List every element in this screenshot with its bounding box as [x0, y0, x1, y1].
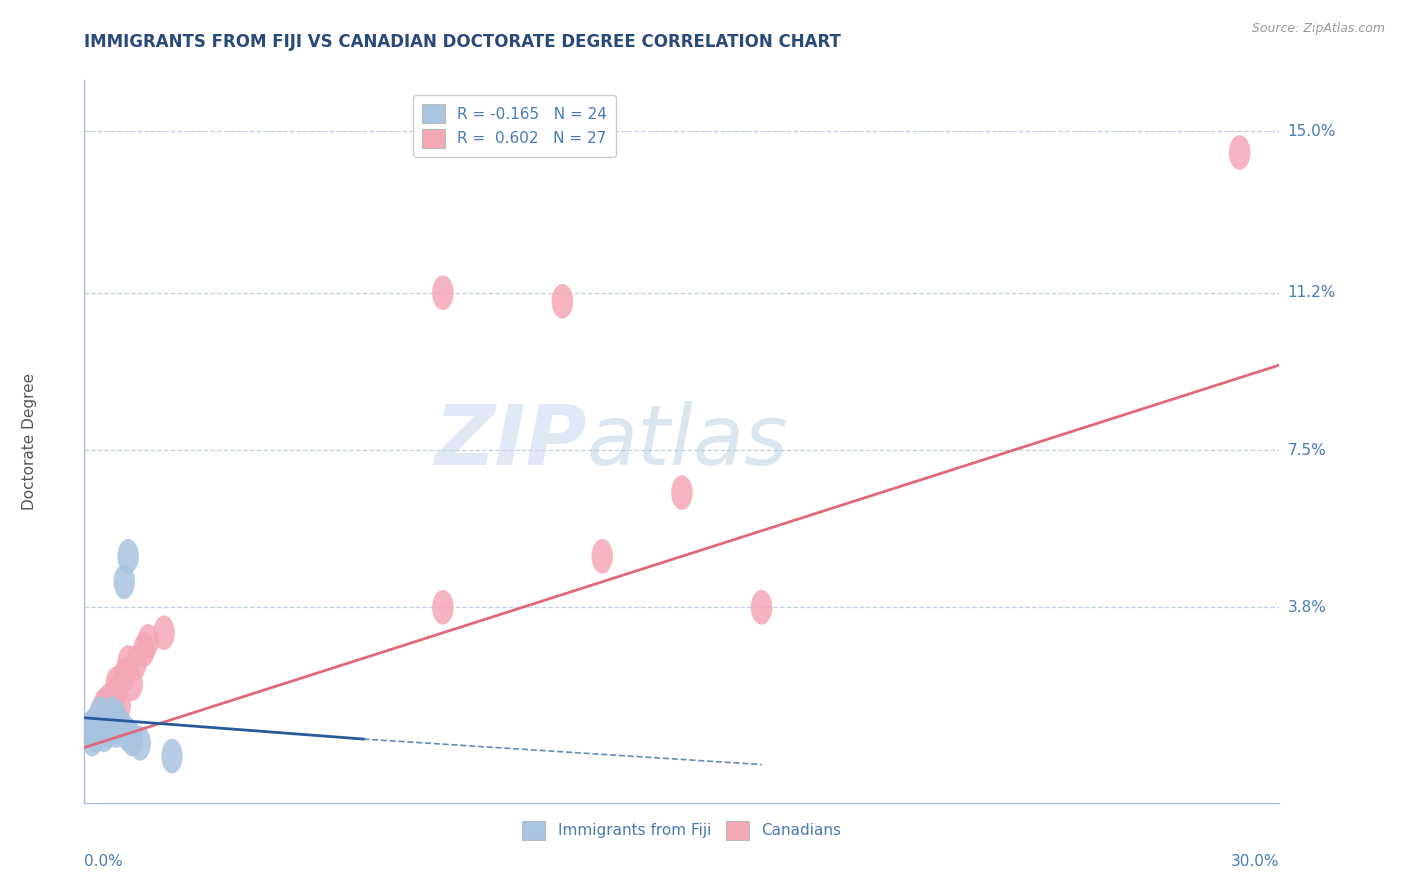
Ellipse shape — [86, 717, 107, 752]
Ellipse shape — [592, 539, 613, 574]
Legend: Immigrants from Fiji, Canadians: Immigrants from Fiji, Canadians — [516, 815, 848, 846]
Text: ZIP: ZIP — [433, 401, 586, 482]
Ellipse shape — [125, 645, 146, 680]
Ellipse shape — [90, 697, 111, 731]
Ellipse shape — [105, 675, 127, 710]
Ellipse shape — [97, 683, 120, 718]
Ellipse shape — [82, 709, 103, 744]
Ellipse shape — [82, 714, 103, 747]
Text: 30.0%: 30.0% — [1232, 854, 1279, 869]
Text: 15.0%: 15.0% — [1288, 124, 1336, 139]
Ellipse shape — [101, 697, 122, 731]
Ellipse shape — [97, 714, 120, 747]
Ellipse shape — [90, 697, 111, 731]
Ellipse shape — [432, 276, 454, 310]
Ellipse shape — [129, 726, 150, 761]
Ellipse shape — [77, 714, 98, 747]
Ellipse shape — [105, 700, 127, 735]
Ellipse shape — [162, 739, 183, 773]
Ellipse shape — [751, 590, 772, 624]
Ellipse shape — [138, 624, 159, 658]
Ellipse shape — [105, 666, 127, 701]
Text: 3.8%: 3.8% — [1288, 599, 1327, 615]
Ellipse shape — [97, 705, 120, 739]
Text: 7.5%: 7.5% — [1288, 442, 1326, 458]
Ellipse shape — [86, 709, 107, 744]
Ellipse shape — [114, 658, 135, 692]
Text: Doctorate Degree: Doctorate Degree — [21, 373, 37, 510]
Ellipse shape — [94, 700, 115, 735]
Ellipse shape — [101, 683, 122, 718]
Ellipse shape — [121, 666, 143, 701]
Ellipse shape — [121, 722, 143, 756]
Ellipse shape — [90, 705, 111, 739]
Text: 0.0%: 0.0% — [84, 854, 124, 869]
Text: atlas: atlas — [586, 401, 787, 482]
Ellipse shape — [86, 705, 107, 739]
Ellipse shape — [118, 717, 139, 752]
Ellipse shape — [94, 717, 115, 752]
Text: 11.2%: 11.2% — [1288, 285, 1336, 301]
Ellipse shape — [114, 714, 135, 747]
Ellipse shape — [114, 565, 135, 599]
Text: Source: ZipAtlas.com: Source: ZipAtlas.com — [1251, 22, 1385, 36]
Ellipse shape — [97, 692, 120, 727]
Ellipse shape — [94, 688, 115, 723]
Ellipse shape — [101, 709, 122, 744]
Ellipse shape — [671, 475, 693, 510]
Ellipse shape — [118, 539, 139, 574]
Ellipse shape — [551, 284, 574, 318]
Text: IMMIGRANTS FROM FIJI VS CANADIAN DOCTORATE DEGREE CORRELATION CHART: IMMIGRANTS FROM FIJI VS CANADIAN DOCTORA… — [84, 33, 841, 52]
Ellipse shape — [110, 709, 131, 744]
Ellipse shape — [134, 632, 155, 667]
Ellipse shape — [94, 700, 115, 735]
Ellipse shape — [153, 615, 174, 650]
Ellipse shape — [90, 714, 111, 747]
Ellipse shape — [101, 697, 122, 731]
Ellipse shape — [118, 645, 139, 680]
Ellipse shape — [1229, 136, 1250, 169]
Ellipse shape — [94, 709, 115, 744]
Ellipse shape — [82, 722, 103, 756]
Ellipse shape — [110, 688, 131, 723]
Ellipse shape — [432, 590, 454, 624]
Ellipse shape — [105, 714, 127, 747]
